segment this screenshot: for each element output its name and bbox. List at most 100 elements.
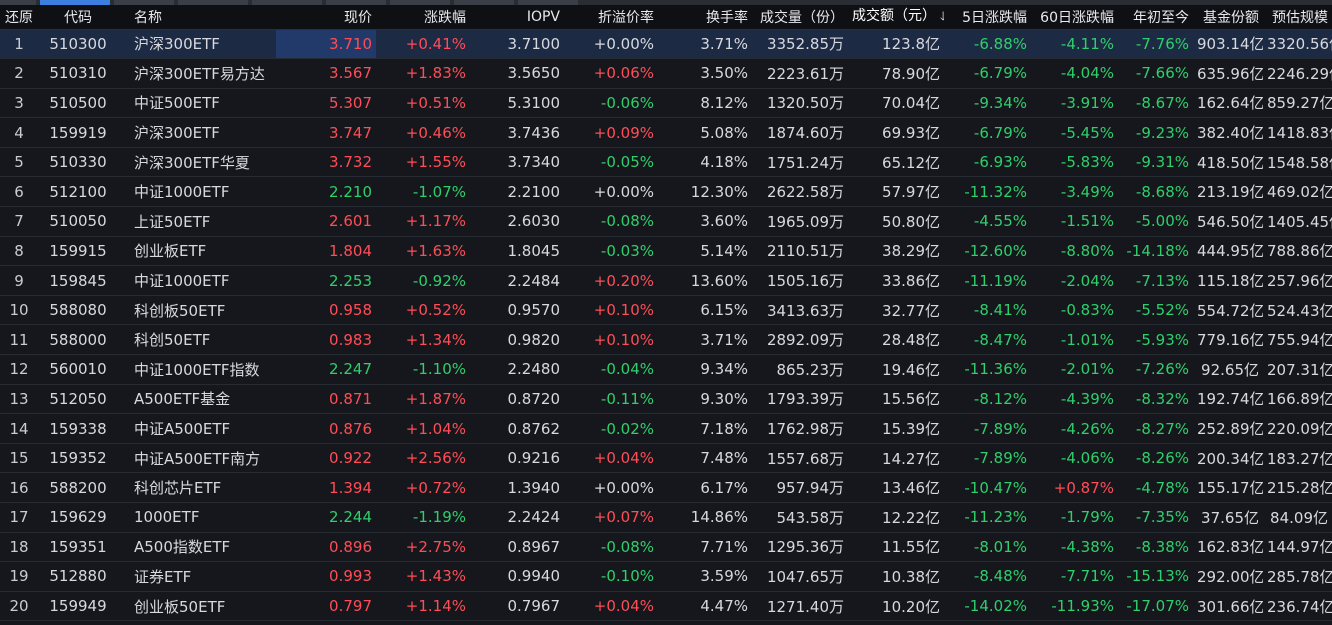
row-index: 10 bbox=[0, 295, 38, 326]
change-60d: -3.91% bbox=[1031, 88, 1118, 119]
iopv-value: 2.2100 bbox=[470, 176, 564, 208]
row-index: 6 bbox=[0, 176, 38, 208]
estimated-scale: 257.96亿 bbox=[1263, 265, 1332, 296]
stock-code: 159351 bbox=[38, 532, 118, 563]
col-header-scale[interactable]: 预估规模 bbox=[1263, 5, 1332, 30]
col-header-name[interactable]: 名称 bbox=[118, 5, 276, 30]
change-percent: +0.51% bbox=[376, 88, 470, 119]
stock-name: 1000ETF bbox=[118, 502, 276, 533]
table-row[interactable]: 13 512050 A500ETF基金 0.871 +1.87% 0.8720 -0.11%… bbox=[0, 384, 1332, 415]
table-row[interactable]: 11 588000 科创50ETF 0.983 +1.34% 0.9820 +0.10% 3.… bbox=[0, 324, 1332, 356]
tab-6[interactable] bbox=[326, 0, 386, 5]
table-row[interactable]: 1 510300 沪深300ETF 3.710 +0.41% 3.7100 +0.00% 3.… bbox=[0, 29, 1332, 60]
table-row[interactable]: 6 512100 中证1000ETF 2.210 -1.07% 2.2100 +0.00% 1… bbox=[0, 176, 1332, 208]
tab-5[interactable] bbox=[252, 0, 322, 5]
tab-2[interactable] bbox=[40, 0, 110, 5]
row-index: 11 bbox=[0, 324, 38, 356]
col-header-60d[interactable]: 60日涨跌幅 bbox=[1031, 5, 1118, 30]
table-row[interactable]: 17 159629 1000ETF 2.244 -1.19% 2.2424 +0.07% 14… bbox=[0, 502, 1332, 533]
stock-name: 科创50ETF bbox=[118, 324, 276, 356]
estimated-scale: 755.94亿 bbox=[1263, 324, 1332, 356]
fund-shares: 115.18亿 bbox=[1193, 265, 1263, 296]
row-index: 5 bbox=[0, 147, 38, 178]
col-header-change[interactable]: 涨跌幅 bbox=[376, 5, 470, 30]
iopv-value: 0.9940 bbox=[470, 561, 564, 592]
change-percent: +1.14% bbox=[376, 591, 470, 622]
amount-value: 123.8亿 bbox=[848, 29, 944, 60]
change-percent: -1.19% bbox=[376, 502, 470, 533]
col-header-price[interactable]: 现价 bbox=[276, 5, 376, 30]
tab-3[interactable] bbox=[114, 0, 174, 5]
current-price: 2.601 bbox=[276, 206, 376, 237]
table-row[interactable]: 15 159352 中证A500ETF南方 0.922 +2.56% 0.9216 +0.0… bbox=[0, 443, 1332, 474]
fund-shares: 252.89亿 bbox=[1193, 413, 1263, 444]
table-row[interactable]: 10 588080 科创板50ETF 0.958 +0.52% 0.9570 +0.10% 6… bbox=[0, 295, 1332, 326]
current-price: 1.394 bbox=[276, 472, 376, 503]
table-row[interactable]: 2 510310 沪深300ETF易方达 3.567 +1.83% 3.5650 +0.06… bbox=[0, 58, 1332, 89]
iopv-value: 0.8720 bbox=[470, 384, 564, 415]
stock-name: 科创芯片ETF bbox=[118, 472, 276, 503]
tab-9[interactable] bbox=[518, 0, 578, 5]
col-header-turnover[interactable]: 换手率 bbox=[658, 5, 752, 30]
iopv-value: 1.8045 bbox=[470, 236, 564, 267]
stock-name: 沪深300ETF bbox=[118, 29, 276, 60]
volume-value: 1751.24万 bbox=[752, 147, 848, 178]
change-5d: -6.88% bbox=[944, 29, 1031, 60]
stock-code: 512050 bbox=[38, 384, 118, 415]
volume-value: 1295.36万 bbox=[752, 532, 848, 563]
col-header-amount[interactable]: 成交额（元） 🡓 bbox=[848, 5, 944, 30]
stock-code: 159949 bbox=[38, 591, 118, 622]
table-row[interactable]: 7 510050 上证50ETF 2.601 +1.17% 2.6030 -0.08% 3.6… bbox=[0, 206, 1332, 237]
amount-value: 28.48亿 bbox=[848, 324, 944, 356]
change-ytd: -7.26% bbox=[1118, 354, 1193, 385]
col-header-ytd[interactable]: 年初至今 bbox=[1118, 5, 1193, 30]
amount-value: 12.22亿 bbox=[848, 502, 944, 533]
table-row[interactable]: 16 588200 科创芯片ETF 1.394 +0.72% 1.3940 +0.00% 6.… bbox=[0, 472, 1332, 503]
volume-value: 1965.09万 bbox=[752, 206, 848, 237]
iopv-value: 2.2484 bbox=[470, 265, 564, 296]
table-row[interactable]: 18 159351 A500指数ETF 0.896 +2.75% 0.8967 -0.08%… bbox=[0, 532, 1332, 563]
col-header-premium[interactable]: 折溢价率 bbox=[564, 5, 658, 30]
col-header-iopv[interactable]: IOPV bbox=[470, 5, 564, 30]
table-row[interactable]: 19 512880 证券ETF 0.993 +1.43% 0.9940 -0.10% 3.59… bbox=[0, 561, 1332, 592]
col-header-back[interactable]: 还原 bbox=[0, 5, 38, 30]
tab-7[interactable] bbox=[390, 0, 450, 5]
turnover-rate: 8.12% bbox=[658, 88, 752, 119]
current-price: 2.253 bbox=[276, 265, 376, 296]
stock-code: 510300 bbox=[38, 29, 118, 60]
tab-4[interactable] bbox=[178, 0, 248, 5]
turnover-rate: 5.08% bbox=[658, 117, 752, 148]
premium-rate: -0.11% bbox=[564, 384, 658, 415]
table-row[interactable]: 3 510500 中证500ETF 5.307 +0.51% 5.3100 -0.06% 8.… bbox=[0, 88, 1332, 119]
change-percent: +1.83% bbox=[376, 58, 470, 89]
table-row[interactable]: 12 560010 中证1000ETF指数 2.247 -1.10% 2.2480 -0.0… bbox=[0, 354, 1332, 385]
table-row[interactable]: 5 510330 沪深300ETF华夏 3.732 +1.55% 3.7340 -0.05%… bbox=[0, 147, 1332, 178]
change-60d: -8.80% bbox=[1031, 236, 1118, 267]
current-price: 3.732 bbox=[276, 147, 376, 178]
table-row[interactable]: 8 159915 创业板ETF 1.804 +1.63% 1.8045 -0.03% 5.14… bbox=[0, 236, 1332, 267]
col-header-5d[interactable]: 5日涨跌幅 bbox=[944, 5, 1031, 30]
fund-shares: 37.65亿 bbox=[1193, 502, 1263, 533]
volume-value: 1505.16万 bbox=[752, 265, 848, 296]
tab-8[interactable] bbox=[454, 0, 514, 5]
change-percent: +1.43% bbox=[376, 561, 470, 592]
col-header-shares[interactable]: 基金份额 bbox=[1193, 5, 1263, 30]
volume-value: 3413.63万 bbox=[752, 295, 848, 326]
table-row[interactable]: 14 159338 中证A500ETF 0.876 +1.04% 0.8762 -0.02%… bbox=[0, 413, 1332, 444]
table-row[interactable]: 4 159919 沪深300ETF 3.747 +0.46% 3.7436 +0.09% 5.… bbox=[0, 117, 1332, 148]
estimated-scale: 469.02亿 bbox=[1263, 176, 1332, 208]
premium-rate: -0.08% bbox=[564, 206, 658, 237]
iopv-value: 3.7340 bbox=[470, 147, 564, 178]
fund-shares: 418.50亿 bbox=[1193, 147, 1263, 178]
col-header-code[interactable]: 代码 bbox=[38, 5, 118, 30]
table-row[interactable]: 9 159845 中证1000ETF 2.253 -0.92% 2.2484 +0.20% 1… bbox=[0, 265, 1332, 296]
col-header-volume[interactable]: 成交量（份） bbox=[752, 5, 848, 30]
stock-code: 512100 bbox=[38, 176, 118, 208]
table-row[interactable]: 20 159949 创业板50ETF 0.797 +1.14% 0.7967 +0.04% 4… bbox=[0, 591, 1332, 622]
change-5d: -4.55% bbox=[944, 206, 1031, 237]
estimated-scale: 144.97亿 bbox=[1263, 532, 1332, 563]
change-ytd: -9.31% bbox=[1118, 147, 1193, 178]
volume-value: 1762.98万 bbox=[752, 413, 848, 444]
volume-value: 865.23万 bbox=[752, 354, 848, 385]
tab-1[interactable] bbox=[0, 0, 36, 5]
